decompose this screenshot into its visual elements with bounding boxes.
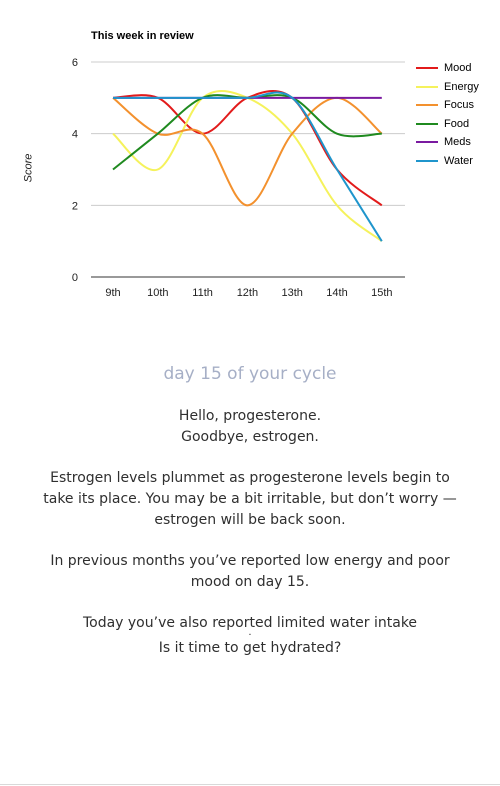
legend-item-water: Water [416,152,479,171]
x-tick-label: 12th [237,287,258,299]
legend-item-focus: Focus [416,96,479,115]
legend-label-energy: Energy [444,80,479,93]
greeting-line-2: Goodbye, estrogen. [181,429,319,445]
series-line-mood [112,90,383,207]
legend-swatch-focus [416,104,438,107]
legend-item-meds: Meds [416,133,479,152]
chart-title: This week in review [91,30,194,42]
legend-swatch-mood [416,67,438,70]
water-paragraph: Today you’ve also reported limited water… [82,615,418,631]
legend-swatch-water [416,159,438,162]
legend-label-mood: Mood [444,62,472,75]
series-line-focus [112,96,383,207]
legend-swatch-energy [416,85,438,88]
legend-label-water: Water [444,154,473,167]
legend-swatch-meds [416,141,438,144]
history-paragraph: In previous months you’ve reported low e… [50,553,450,590]
bottom-divider [0,784,500,785]
cycle-message: day 15 of your cycle Hello, progesterone… [40,364,460,659]
greeting: Hello, progesterone. Goodbye, estrogen. [40,406,460,448]
series-line-water [113,91,383,242]
legend-item-food: Food [416,115,479,134]
x-tick-labels: 9th 10th 11th 12th 13th 14th 15th [105,287,392,299]
y-tick-labels: 0 2 4 6 [72,57,78,284]
legend-item-mood: Mood [416,59,479,78]
hydration-question: Is it time to get hydrated? [158,640,342,656]
y-tick-label: 6 [72,57,78,69]
legend-swatch-food [416,122,438,125]
y-tick-label: 4 [72,129,78,141]
x-tick-label: 14th [326,287,347,299]
legend-label-focus: Focus [444,99,474,112]
legend-label-food: Food [444,117,470,130]
legend-item-energy: Energy [416,78,479,97]
series-lines [112,90,383,242]
y-tick-label: 0 [72,272,78,284]
legend-label-meds: Meds [444,136,471,149]
water-dot: . [248,627,252,638]
series-line-energy [112,90,383,242]
hormone-paragraph: Estrogen levels plummet as progesterone … [43,470,457,528]
x-tick-label: 11th [192,287,213,299]
x-tick-label: 10th [147,287,168,299]
y-tick-label: 2 [72,200,78,212]
x-tick-label: 9th [105,287,120,299]
grid-lines [91,61,405,278]
x-tick-label: 13th [281,287,302,299]
cycle-day-heading: day 15 of your cycle [163,364,337,384]
line-chart: 0 2 4 6 9th 10th 11th 12th 13th 14th 15th [72,57,405,299]
x-tick-label: 15th [371,287,392,299]
chart-legend: Mood Energy Focus Food Meds Water [416,59,479,170]
greeting-line-1: Hello, progesterone. [178,408,322,424]
